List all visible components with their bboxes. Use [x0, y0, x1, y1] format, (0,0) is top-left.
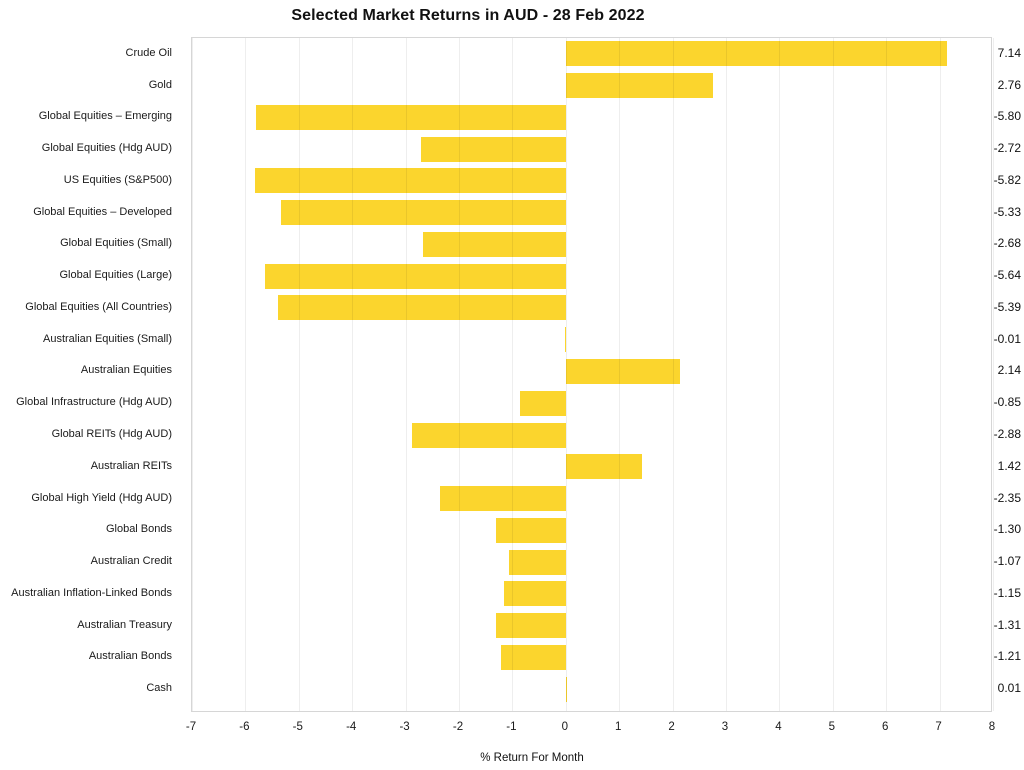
category-label-australian-treasury: Australian Treasury — [77, 618, 172, 631]
x-tick-label: -2 — [452, 721, 464, 733]
x-tick-label: 6 — [881, 721, 889, 733]
bar-crude-oil — [565, 41, 948, 67]
gridline — [939, 38, 941, 711]
x-tick-label: -1 — [506, 721, 517, 733]
bar-australian-credit — [508, 549, 566, 575]
category-label-global-equities-large: Global Equities (Large) — [59, 269, 172, 282]
category-label-gold: Gold — [148, 78, 172, 91]
gridline — [886, 38, 888, 711]
bar-global-bonds — [496, 517, 566, 543]
value-label-global-infrastructure-hdg-aud: -0.85 — [993, 395, 1021, 410]
x-tick-label: 0 — [561, 721, 568, 733]
gridline — [405, 38, 407, 711]
value-label-global-bonds: -1.30 — [993, 522, 1021, 537]
value-label-global-equities-small: -2.68 — [993, 236, 1021, 251]
category-label-australian-bonds: Australian Bonds — [88, 650, 172, 663]
value-label-australian-treasury: -1.31 — [993, 617, 1021, 632]
gridline — [192, 38, 193, 711]
category-label-australian-equities: Australian Equities — [80, 364, 172, 377]
bar-global-infrastructure-hdg-aud — [520, 390, 566, 416]
category-label-global-equities-developed: Global Equities – Developed — [33, 205, 172, 218]
gridline — [298, 38, 300, 711]
gridline — [512, 38, 514, 711]
bar-cash — [565, 676, 567, 702]
x-tick-label: -7 — [185, 721, 197, 733]
plot-area — [191, 37, 994, 712]
category-label-global-bonds: Global Bonds — [105, 523, 172, 536]
category-label-cash: Cash — [146, 682, 172, 695]
bar-gold — [565, 73, 714, 99]
bar-australian-inflation-linked-bonds — [504, 581, 566, 607]
category-label-global-infrastructure-hdg-aud: Global Infrastructure (Hdg AUD) — [16, 396, 172, 409]
gridline — [352, 38, 354, 711]
x-tick-label: -5 — [292, 721, 303, 733]
chart-title: Selected Market Returns in AUD - 28 Feb … — [291, 7, 645, 24]
x-axis-title: % Return For Month — [480, 752, 584, 764]
bar-global-equities-developed — [281, 200, 566, 226]
value-label-australian-bonds: -1.21 — [993, 649, 1021, 664]
category-label-australian-inflation-linked-bonds: Australian Inflation-Linked Bonds — [11, 586, 172, 599]
x-tick-label: 7 — [935, 721, 942, 733]
x-tick-label: 5 — [828, 721, 835, 733]
value-label-global-equities-developed: -5.33 — [993, 204, 1021, 219]
bar-australian-equities — [565, 359, 681, 384]
value-label-global-reits-hdg-aud: -2.88 — [993, 427, 1021, 442]
category-label-global-equities-hdg-aud: Global Equities (Hdg AUD) — [41, 142, 172, 155]
x-tick-label: -3 — [399, 721, 410, 733]
gridline — [779, 38, 781, 711]
category-label-australian-reits: Australian REITs — [90, 459, 172, 472]
bar-global-equities-emerging — [256, 104, 566, 130]
gridline — [565, 38, 567, 711]
value-label-global-equities-emerging: -5.80 — [993, 109, 1021, 124]
value-label-australian-equities: 2.14 — [997, 363, 1021, 378]
x-tick-label: 1 — [614, 721, 622, 733]
gridline — [993, 38, 994, 711]
x-tick-label: -4 — [346, 721, 357, 733]
bar-global-reits-hdg-aud — [412, 422, 566, 448]
value-label-global-equities-large: -5.64 — [993, 268, 1021, 283]
bar-global-equities-hdg-aud — [420, 136, 566, 162]
x-tick-label: 4 — [775, 721, 782, 733]
category-label-global-equities-small: Global Equities (Small) — [60, 237, 172, 250]
x-tick-label: 3 — [721, 721, 729, 733]
bar-us-equities-s-p500 — [255, 168, 566, 194]
category-label-crude-oil: Crude Oil — [125, 46, 172, 59]
bar-australian-reits — [565, 454, 642, 480]
bar-australian-equities-small — [565, 327, 566, 353]
value-label-us-equities-s-p500: -5.82 — [993, 172, 1021, 187]
bar-australian-treasury — [495, 613, 566, 639]
bar-global-equities-all-countries — [277, 295, 566, 321]
category-label-australian-equities-small: Australian Equities (Small) — [43, 332, 172, 345]
category-label-global-equities-emerging: Global Equities – Emerging — [38, 110, 172, 123]
gridline — [619, 38, 621, 711]
gridline — [832, 38, 834, 711]
value-label-australian-credit: -1.07 — [993, 554, 1021, 569]
gridline — [245, 38, 247, 711]
category-label-global-high-yield-hdg-aud: Global High Yield (Hdg AUD) — [31, 491, 172, 504]
value-label-cash: 0.01 — [997, 681, 1021, 696]
value-label-global-equities-all-countries: -5.39 — [993, 299, 1021, 314]
x-tick-label: 8 — [988, 721, 996, 733]
gridline — [672, 38, 674, 711]
gridline — [459, 38, 460, 711]
category-label-australian-credit: Australian Credit — [90, 555, 172, 568]
gridline — [726, 38, 727, 711]
category-label-global-reits-hdg-aud: Global REITs (Hdg AUD) — [51, 428, 172, 441]
value-label-australian-inflation-linked-bonds: -1.15 — [993, 585, 1021, 600]
value-label-australian-equities-small: -0.01 — [993, 331, 1021, 346]
x-tick-label: -6 — [239, 721, 250, 733]
category-label-us-equities-s-p500: US Equities (S&P500) — [63, 173, 172, 186]
value-label-global-equities-hdg-aud: -2.72 — [993, 141, 1021, 156]
bar-global-equities-large — [264, 263, 566, 289]
value-label-gold: 2.76 — [997, 77, 1021, 92]
value-label-crude-oil: 7.14 — [997, 45, 1021, 60]
value-label-australian-reits: 1.42 — [997, 458, 1021, 473]
x-tick-label: 2 — [668, 721, 675, 733]
value-label-global-high-yield-hdg-aud: -2.35 — [993, 490, 1021, 505]
bar-global-high-yield-hdg-aud — [440, 486, 566, 512]
bar-australian-bonds — [501, 644, 566, 670]
bar-global-equities-small — [422, 231, 566, 257]
category-label-global-equities-all-countries: Global Equities (All Countries) — [25, 300, 172, 313]
